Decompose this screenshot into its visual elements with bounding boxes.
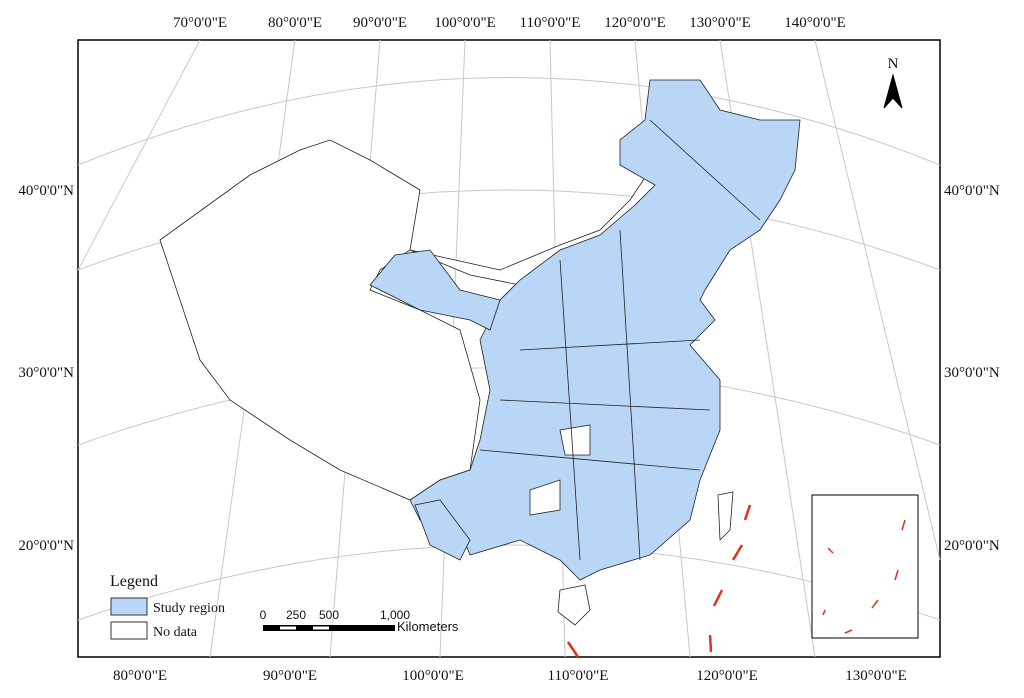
top-longitude-label: 80°0'0"E	[268, 15, 322, 31]
inset-frame	[811, 494, 919, 639]
right-latitude-label: 20°0'0"N	[944, 538, 1000, 554]
bottom-longitude-label: 110°0'0"E	[548, 668, 609, 684]
scale-tick-label: 500	[319, 608, 339, 622]
bottom-longitude-label: 90°0'0"E	[263, 668, 317, 684]
regions	[159, 79, 801, 626]
bottom-longitude-label: 120°0'0"E	[696, 668, 758, 684]
bottom-longitude-label: 130°0'0"E	[845, 668, 907, 684]
top-longitude-label: 100°0'0"E	[434, 15, 496, 31]
left-latitude-label: 30°0'0"N	[18, 365, 74, 381]
bottom-longitude-label: 100°0'0"E	[402, 668, 464, 684]
legend-item: No data	[153, 625, 198, 640]
boundary-dashes	[566, 504, 752, 658]
legend-title: Legend	[110, 573, 158, 590]
top-longitude-label: 120°0'0"E	[604, 15, 666, 31]
scale-bar	[263, 625, 395, 631]
left-latitude-label: 40°0'0"N	[18, 183, 74, 199]
scale-tick-label: 1,000	[380, 608, 410, 622]
scale-tick-label: 0	[260, 608, 267, 622]
scale-tick-label: 250	[286, 608, 306, 622]
scale-unit: Kilometers	[397, 619, 459, 634]
left-latitude-label: 20°0'0"N	[18, 538, 74, 554]
top-longitude-label: 90°0'0"E	[353, 15, 407, 31]
top-longitude-label: 130°0'0"E	[689, 15, 751, 31]
top-longitude-label: 70°0'0"E	[173, 15, 227, 31]
legend-item: Study region	[153, 601, 225, 616]
north-arrow	[883, 73, 903, 109]
top-longitude-label: 140°0'0"E	[784, 15, 846, 31]
legend-swatch	[110, 621, 148, 640]
right-latitude-label: 40°0'0"N	[944, 183, 1000, 199]
inset-dashes	[822, 519, 906, 634]
legend-swatch	[110, 597, 148, 616]
top-longitude-label: 110°0'0"E	[520, 15, 581, 31]
north-label: N	[888, 56, 899, 72]
right-latitude-label: 30°0'0"N	[944, 365, 1000, 381]
bottom-longitude-label: 80°0'0"E	[113, 668, 167, 684]
